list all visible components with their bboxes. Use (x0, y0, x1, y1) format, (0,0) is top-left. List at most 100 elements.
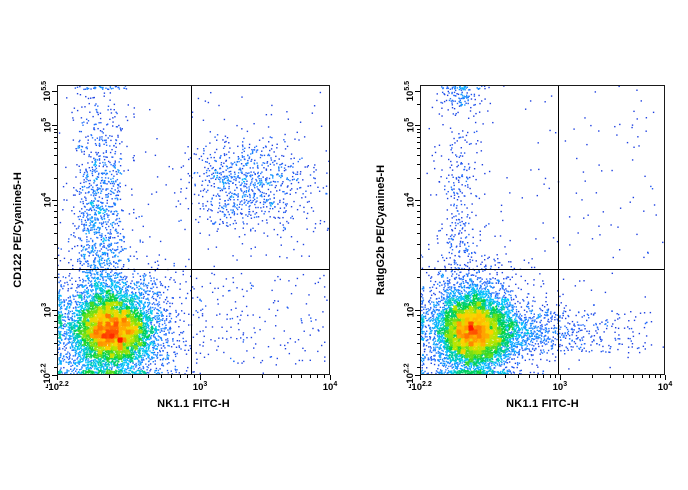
y-minor-tick (417, 320, 420, 322)
y-minor-tick (54, 217, 57, 219)
y-minor-tick (54, 233, 57, 235)
y-minor-tick (54, 132, 57, 134)
x-minor-tick (171, 375, 173, 378)
y-minor-tick (417, 210, 420, 212)
y-tick-label: 103 (403, 302, 417, 318)
x-tick-label: 103 (552, 381, 568, 394)
x-minor-tick (505, 375, 506, 378)
y-minor-tick (54, 367, 57, 369)
y-tick-label: 104 (40, 192, 54, 208)
y-minor-tick (54, 320, 57, 322)
y-minor-tick (417, 177, 420, 179)
y-minor-tick (417, 343, 420, 345)
quadrant-gate-vertical (557, 86, 559, 374)
y-major-tick (415, 200, 420, 202)
x-tick-label: -102.2 (408, 381, 432, 394)
y-minor-tick (417, 276, 420, 278)
plot-area (57, 85, 330, 375)
x-minor-tick (536, 375, 538, 378)
x-minor-tick (323, 375, 325, 378)
y-minor-tick (417, 136, 420, 138)
x-tick-label: 104 (657, 381, 673, 394)
y-minor-tick (54, 136, 57, 138)
flow-plot-cd122: CD122 PE/Cyanine5-H NK1.1 FITC-H -102.2 1… (12, 81, 337, 410)
y-tick-label: 105.5 (40, 80, 54, 101)
y-axis-title: RatIgG2b PE/Cyanine5-H (374, 85, 388, 375)
y-minor-tick (417, 154, 420, 156)
y-tick-label: -102.2 (40, 363, 54, 387)
y-minor-tick (417, 257, 420, 259)
x-minor-tick (132, 375, 134, 378)
x-minor-tick (187, 375, 189, 378)
x-major-tick (57, 375, 58, 380)
y-axis-title-text: CD122 PE/Cyanine5-H (12, 172, 25, 288)
y-minor-tick (54, 177, 57, 179)
y-minor-tick (417, 217, 420, 219)
x-major-tick (420, 375, 421, 380)
x-minor-tick (161, 375, 162, 378)
y-minor-tick (417, 243, 420, 245)
y-minor-tick (54, 210, 57, 212)
x-minor-tick (660, 375, 662, 378)
quadrant-gate-horizontal (58, 268, 329, 270)
x-major-tick (200, 375, 202, 380)
x-minor-tick (623, 375, 625, 378)
y-minor-tick (54, 147, 57, 149)
x-minor-tick (301, 375, 303, 378)
y-major-tick (52, 125, 57, 127)
x-minor-tick (591, 375, 593, 378)
y-minor-tick (54, 141, 57, 143)
y-minor-tick (54, 224, 57, 226)
y-major-tick (52, 90, 57, 92)
x-tick-label: 103 (192, 381, 208, 394)
y-minor-tick (417, 233, 420, 235)
x-minor-tick (648, 375, 650, 378)
y-minor-tick (54, 327, 57, 329)
y-minor-tick (54, 314, 57, 316)
x-minor-tick (290, 375, 292, 378)
y-minor-tick (54, 104, 57, 106)
x-minor-tick (278, 375, 280, 378)
y-minor-tick (417, 164, 420, 166)
y-minor-tick (54, 257, 57, 259)
x-minor-tick (641, 375, 643, 378)
x-minor-tick (262, 375, 264, 378)
plot-area (420, 85, 665, 375)
x-minor-tick (529, 375, 531, 378)
y-major-tick (415, 90, 420, 92)
y-minor-tick (54, 164, 57, 166)
quadrant-gate-vertical (190, 86, 192, 374)
y-axis-title-text: RatIgG2b PE/Cyanine5-H (375, 164, 388, 296)
y-minor-tick (54, 353, 57, 355)
x-minor-tick (486, 375, 488, 378)
y-tick-label: -102.2 (403, 363, 417, 387)
y-major-tick (52, 200, 57, 202)
x-minor-tick (148, 375, 150, 378)
y-minor-tick (54, 334, 57, 336)
y-minor-tick (417, 367, 420, 369)
x-minor-tick (194, 375, 196, 378)
y-minor-tick (417, 205, 420, 207)
y-tick-label: 105.5 (403, 80, 417, 101)
y-minor-tick (54, 205, 57, 207)
y-minor-tick (417, 334, 420, 336)
x-minor-tick (543, 375, 545, 378)
x-minor-tick (633, 375, 635, 378)
x-axis-title: NK1.1 FITC-H (506, 398, 579, 410)
y-minor-tick (54, 243, 57, 245)
x-minor-tick (554, 375, 556, 378)
x-minor-tick (239, 375, 241, 378)
y-minor-tick (417, 224, 420, 226)
y-minor-tick (417, 327, 420, 329)
x-minor-tick (309, 375, 311, 378)
x-major-tick (665, 375, 666, 380)
x-minor-tick (549, 375, 551, 378)
y-minor-tick (54, 154, 57, 156)
y-major-tick (415, 375, 420, 376)
x-minor-tick (610, 375, 612, 378)
y-major-tick (52, 310, 57, 312)
y-major-tick (415, 310, 420, 312)
y-minor-tick (417, 128, 420, 130)
y-minor-tick (417, 104, 420, 106)
